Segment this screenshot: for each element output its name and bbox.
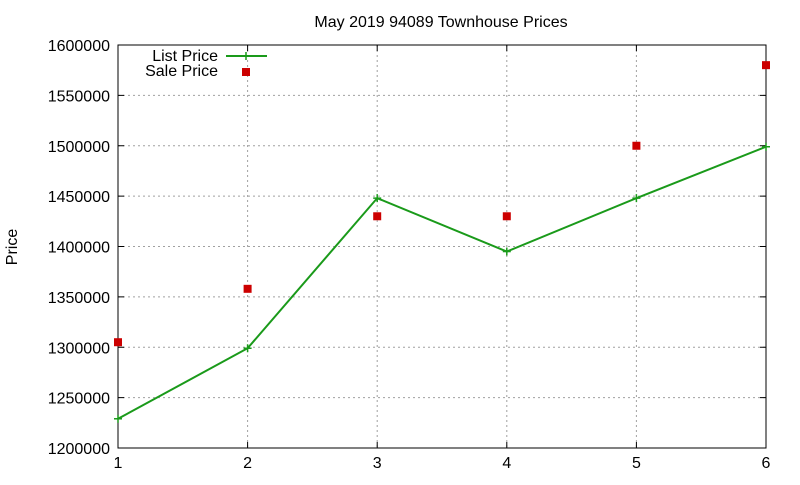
x-tick-label: 4	[502, 455, 511, 472]
y-tick-label: 1250000	[48, 391, 110, 408]
legend-label-list-price: List Price	[152, 48, 218, 65]
y-tick-label: 1300000	[48, 340, 110, 357]
y-axis-label: Price	[4, 229, 21, 266]
data-point-list-price	[632, 194, 641, 203]
legend: List Price Sale Price	[145, 48, 267, 80]
axis-ticks: 1 2 3 4 5 6 1200000 1250000 1300000 1350000 140000…	[48, 38, 771, 472]
x-tick-label: 5	[632, 455, 641, 472]
legend-label-sale-price: Sale Price	[145, 63, 218, 80]
y-tick-label: 1550000	[48, 88, 110, 105]
y-tick-label: 1200000	[48, 441, 110, 458]
legend-marker-sale-price	[242, 68, 250, 76]
legend-marker-list-price	[242, 52, 250, 60]
series-line-list-price	[117, 145, 767, 420]
y-tick-label: 1400000	[48, 240, 110, 257]
x-tick-label: 3	[373, 455, 382, 472]
grid-lines	[118, 45, 766, 448]
y-tick-label: 1500000	[48, 139, 110, 156]
y-tick-label: 1350000	[48, 290, 110, 307]
data-point-sale-price	[243, 284, 252, 293]
data-point-list-price	[373, 194, 382, 203]
series-layer	[114, 61, 770, 423]
data-point-list-price	[502, 247, 511, 256]
legend-plus-marker	[242, 52, 250, 60]
data-point-list-price	[114, 414, 122, 423]
y-tick-label: 1600000	[48, 38, 110, 55]
data-point-sale-price	[114, 338, 122, 347]
x-tick-label: 6	[762, 455, 771, 472]
chart-title: May 2019 94089 Townhouse Prices	[314, 14, 567, 31]
data-point-sale-price	[632, 141, 641, 150]
y-tick-label: 1450000	[48, 189, 110, 206]
data-point-sale-price	[762, 61, 770, 70]
x-tick-label: 1	[114, 455, 123, 472]
data-point-sale-price	[502, 212, 511, 221]
x-tick-label: 2	[243, 455, 252, 472]
data-point-sale-price	[373, 212, 382, 221]
data-point-list-price	[243, 344, 252, 353]
data-point-list-price	[762, 142, 770, 151]
